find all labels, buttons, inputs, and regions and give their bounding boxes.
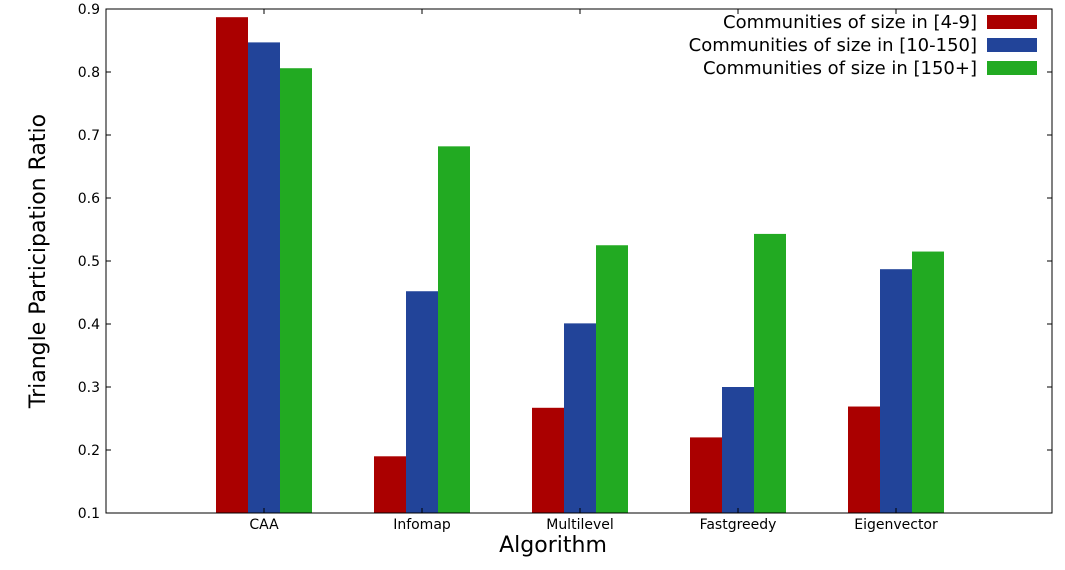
y-tick-label: 0.8 [78,65,100,81]
bar-caa-series-1 [216,17,248,513]
y-tick-label: 0.6 [78,191,100,207]
y-tick-label: 0.1 [78,506,100,522]
y-tick-label: 0.5 [78,254,100,270]
bar-fastgreedy-series-3 [754,233,786,513]
y-tick-label: 0.9 [78,2,100,18]
x-tick-label: CAA [249,517,279,533]
x-tick-label: Eigenvector [854,517,938,533]
bar-infomap-series-2 [406,291,438,513]
y-tick-label: 0.2 [78,443,100,459]
legend-swatch-2 [987,38,1037,52]
bar-multilevel-series-3 [596,245,628,513]
bar-eigenvector-series-2 [880,269,912,513]
bar-caa-series-3 [280,68,312,513]
x-tick-label: Fastgreedy [700,517,777,533]
legend: Communities of size in [4-9]Communities … [689,12,1037,79]
bar-fastgreedy-series-2 [722,387,754,513]
legend-label-1: Communities of size in [4-9] [723,12,977,33]
bars-group [216,17,944,514]
y-tick-label: 0.3 [78,380,100,396]
legend-label-2: Communities of size in [10-150] [689,35,977,56]
x-tick-label: Infomap [393,517,451,533]
bar-eigenvector-series-3 [912,251,944,514]
bar-infomap-series-1 [374,456,406,513]
bar-caa-series-2 [248,42,280,513]
y-axis-title: Triangle Participation Ratio [26,114,51,409]
x-axis-title: Algorithm [499,533,607,558]
bar-multilevel-series-2 [564,323,596,513]
y-tick-label: 0.4 [78,317,100,333]
x-tick-label: Multilevel [546,517,614,533]
bar-eigenvector-series-1 [848,406,880,513]
legend-swatch-1 [987,15,1037,29]
bar-multilevel-series-1 [532,407,564,513]
legend-swatch-3 [987,61,1037,75]
ticks-group: 0.1 0.2 0.3 0.4 0.5 0.6 0.7 0.8 0.9 CAA Infomap Mul… [78,2,1052,533]
y-tick-label: 0.7 [78,128,100,144]
bar-infomap-series-3 [438,146,470,513]
legend-label-3: Communities of size in [150+] [703,58,977,79]
bar-fastgreedy-series-1 [690,437,722,513]
